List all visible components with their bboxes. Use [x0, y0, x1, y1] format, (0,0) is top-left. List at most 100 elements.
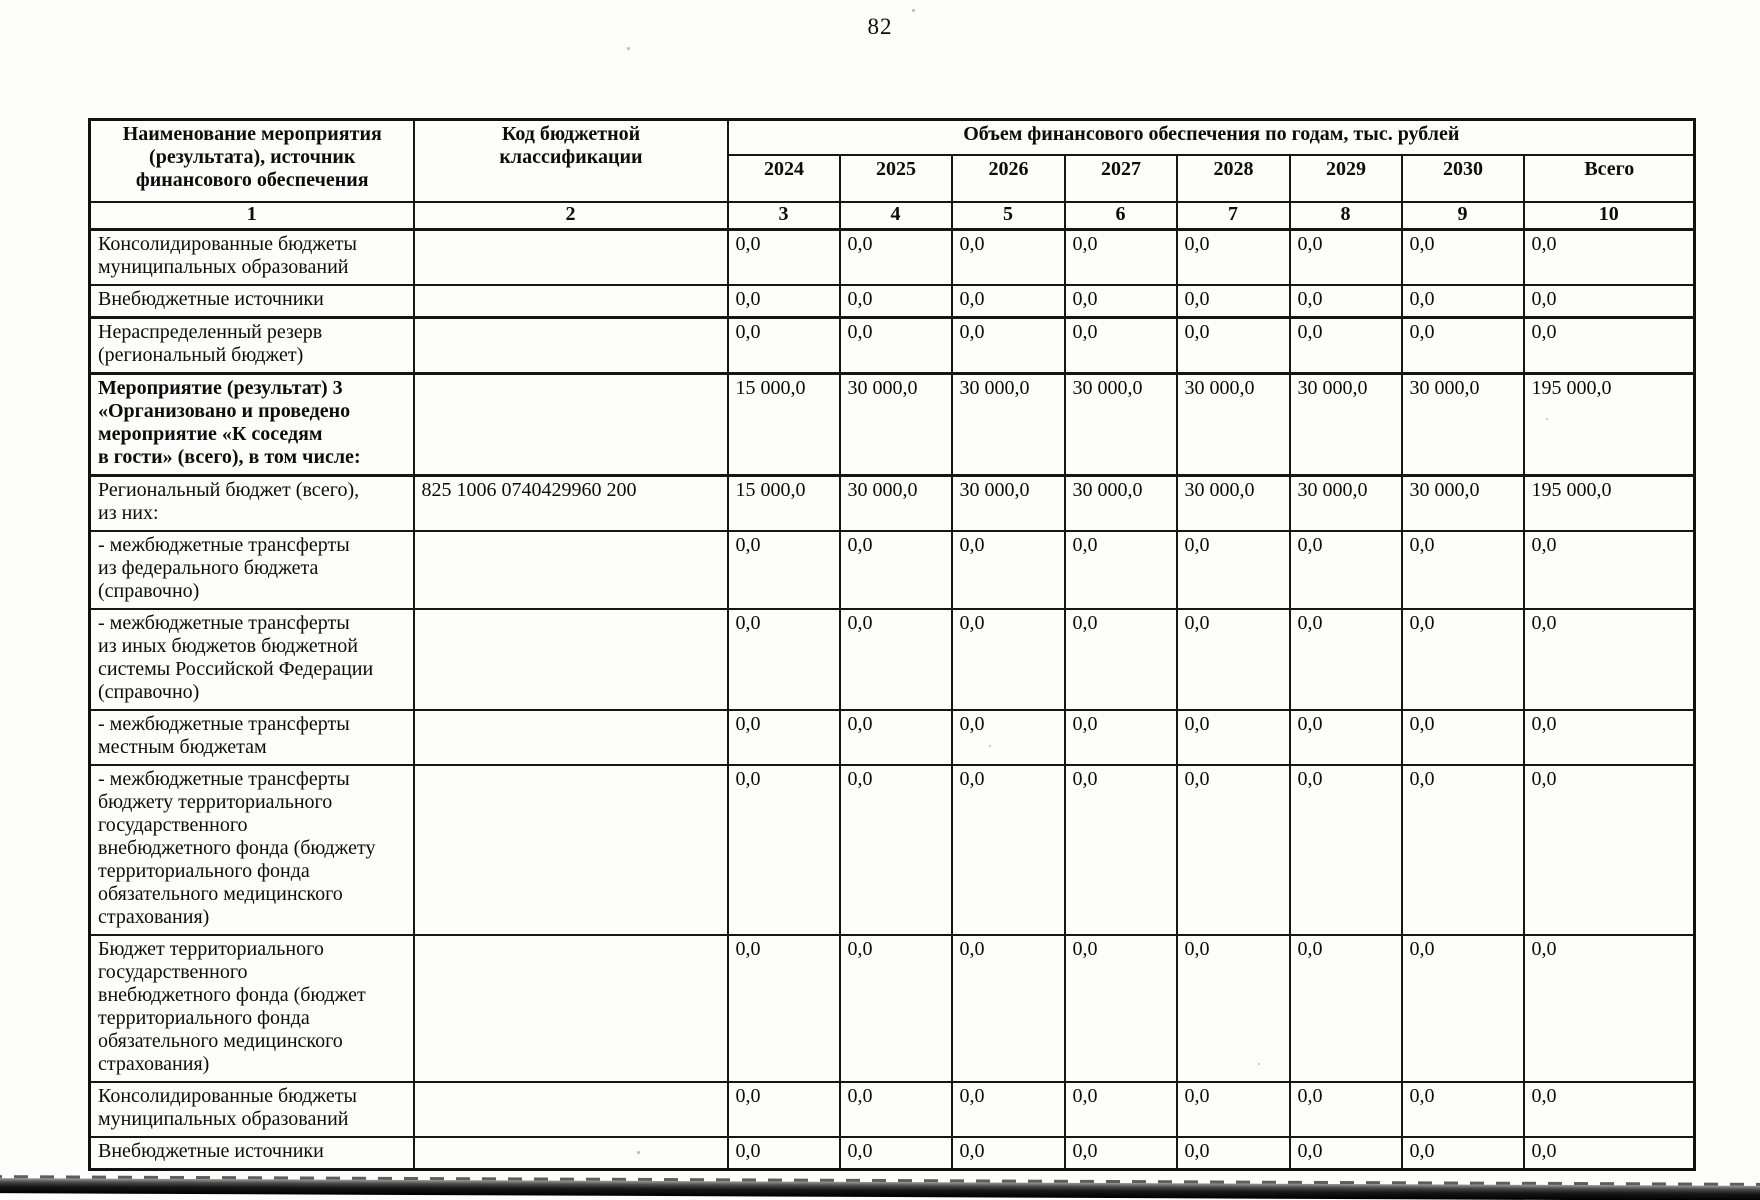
- year-value-cell: 0,0: [838, 228, 953, 286]
- budget-code-cell: [412, 228, 729, 286]
- year-value-cell: 0,0: [1063, 530, 1178, 610]
- year-value-cell: 0,0: [1288, 316, 1403, 375]
- header-year-2025: 2025: [838, 154, 953, 203]
- total-value-cell: 0,0: [1522, 316, 1696, 375]
- year-value-cell: 0,0: [726, 530, 841, 610]
- year-value-cell: 30 000,0: [950, 372, 1066, 477]
- year-value-cell: 30 000,0: [1400, 474, 1525, 532]
- year-value-cell: 0,0: [1288, 934, 1403, 1083]
- year-value-cell: 0,0: [1175, 1081, 1291, 1138]
- total-value-cell: 0,0: [1522, 228, 1696, 286]
- header-numbering-row: 1 2 3 4 5 6 7 8 9 10: [88, 201, 1696, 231]
- year-value-cell: 0,0: [726, 316, 841, 375]
- year-value-cell: 0,0: [1288, 1136, 1403, 1171]
- year-value-cell: 0,0: [1175, 1136, 1291, 1171]
- year-value-cell: 0,0: [726, 608, 841, 711]
- year-value-cell: 0,0: [1400, 934, 1525, 1083]
- year-value-cell: 0,0: [838, 1136, 953, 1171]
- year-value-cell: 0,0: [1063, 284, 1178, 319]
- table-row: - межбюджетные трансферты местным бюджет…: [88, 709, 1696, 766]
- total-value-cell: 0,0: [1522, 530, 1696, 610]
- year-value-cell: 0,0: [1175, 608, 1291, 711]
- table-row: Мероприятие (результат) 3 «Организовано …: [88, 372, 1696, 477]
- table-row: Внебюджетные источники 0,0 0,0 0,0 0,0 0,0 0,0…: [88, 284, 1696, 319]
- year-value-cell: 0,0: [1175, 284, 1291, 319]
- year-value-cell: 0,0: [1175, 530, 1291, 610]
- header-budget-code: Код бюджетной классификации: [412, 118, 729, 203]
- column-number-cell: 5: [950, 201, 1066, 231]
- budget-code-cell: [412, 709, 729, 766]
- table-row: Консолидированные бюджеты муниципальных …: [88, 1081, 1696, 1138]
- budget-code-cell: [412, 608, 729, 711]
- activity-name-cell: Мероприятие (результат) 3 «Организовано …: [88, 372, 415, 477]
- year-value-cell: 0,0: [950, 764, 1066, 936]
- budget-code-cell: [412, 934, 729, 1083]
- total-value-cell: 0,0: [1522, 608, 1696, 711]
- total-value-cell: 0,0: [1522, 1081, 1696, 1138]
- year-value-cell: 0,0: [1063, 228, 1178, 286]
- year-value-cell: 0,0: [1288, 608, 1403, 711]
- year-value-cell: 0,0: [726, 934, 841, 1083]
- year-value-cell: 0,0: [1288, 1081, 1403, 1138]
- year-value-cell: 0,0: [1175, 228, 1291, 286]
- column-number-cell: 2: [412, 201, 729, 231]
- table-body: Консолидированные бюджеты муниципальных …: [88, 228, 1696, 1171]
- year-value-cell: 0,0: [950, 284, 1066, 319]
- column-number-cell: 10: [1522, 201, 1696, 231]
- column-number-cell: 1: [88, 201, 415, 231]
- year-value-cell: 0,0: [726, 709, 841, 766]
- year-value-cell: 0,0: [1063, 608, 1178, 711]
- budget-code-cell: 825 1006 0740429960 200: [412, 474, 729, 532]
- year-value-cell: 30 000,0: [1400, 372, 1525, 477]
- year-value-cell: 0,0: [950, 709, 1066, 766]
- column-number-cell: 9: [1400, 201, 1525, 231]
- year-value-cell: 0,0: [950, 228, 1066, 286]
- year-value-cell: 0,0: [1400, 608, 1525, 711]
- scan-edge-artifact: [0, 1178, 1760, 1200]
- table-header: Наименование мероприятия (результата), и…: [88, 118, 1696, 231]
- year-value-cell: 0,0: [1400, 764, 1525, 936]
- scan-noise-speck: [1546, 418, 1548, 420]
- year-value-cell: 0,0: [950, 530, 1066, 610]
- budget-code-cell: [412, 284, 729, 319]
- table-row: - межбюджетные трансферты бюджету террит…: [88, 764, 1696, 936]
- year-value-cell: 0,0: [1063, 934, 1178, 1083]
- table-row: Бюджет территориального государственного…: [88, 934, 1696, 1083]
- header-year-2028: 2028: [1175, 154, 1291, 203]
- header-total-column: Всего: [1522, 154, 1696, 203]
- activity-name-cell: Внебюджетные источники: [88, 284, 415, 319]
- year-value-cell: 0,0: [950, 316, 1066, 375]
- budget-code-cell: [412, 1136, 729, 1171]
- total-value-cell: 195 000,0: [1522, 474, 1696, 532]
- activity-name-cell: Консолидированные бюджеты муниципальных …: [88, 1081, 415, 1138]
- activity-name-cell: - межбюджетные трансферты из федеральног…: [88, 530, 415, 610]
- scan-noise-speck: [989, 745, 991, 747]
- column-number-cell: 3: [726, 201, 841, 231]
- year-value-cell: 0,0: [1400, 284, 1525, 319]
- header-year-2029: 2029: [1288, 154, 1403, 203]
- column-number-cell: 7: [1175, 201, 1291, 231]
- budget-code-cell: [412, 530, 729, 610]
- year-value-cell: 0,0: [838, 764, 953, 936]
- budget-code-cell: [412, 764, 729, 936]
- year-value-cell: 30 000,0: [950, 474, 1066, 532]
- year-value-cell: 0,0: [1400, 228, 1525, 286]
- year-value-cell: 0,0: [1288, 709, 1403, 766]
- year-value-cell: 0,0: [1175, 709, 1291, 766]
- activity-name-cell: Нераспределенный резерв (региональный бю…: [88, 316, 415, 375]
- total-value-cell: 0,0: [1522, 1136, 1696, 1171]
- activity-name-cell: Внебюджетные источники: [88, 1136, 415, 1171]
- year-value-cell: 0,0: [838, 709, 953, 766]
- total-value-cell: 0,0: [1522, 764, 1696, 936]
- header-top-row: Наименование мероприятия (результата), и…: [88, 118, 1696, 203]
- year-value-cell: 0,0: [950, 608, 1066, 711]
- year-value-cell: 0,0: [950, 1136, 1066, 1171]
- table-row: Нераспределенный резерв (региональный бю…: [88, 316, 1696, 375]
- header-volume-group: Объем финансового обеспечения по годам, …: [726, 118, 1696, 156]
- year-value-cell: 0,0: [1400, 1081, 1525, 1138]
- column-number-cell: 6: [1063, 201, 1178, 231]
- year-value-cell: 0,0: [1288, 284, 1403, 319]
- year-value-cell: 30 000,0: [1063, 474, 1178, 532]
- year-value-cell: 30 000,0: [1063, 372, 1178, 477]
